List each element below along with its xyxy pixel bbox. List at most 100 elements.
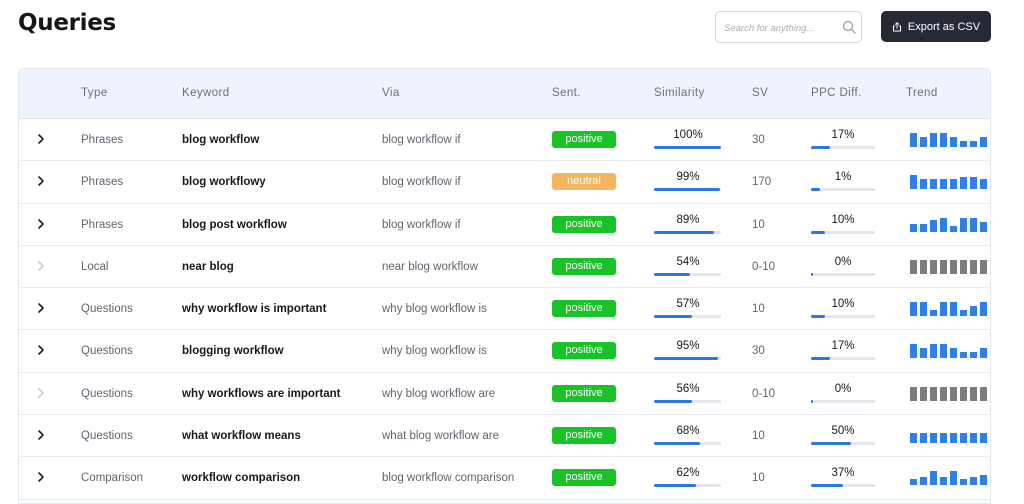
table-row[interactable]: Comparison workflow comparison blog workfl…: [19, 457, 990, 500]
expand-row-chevron-icon[interactable]: [35, 470, 47, 484]
expand-row-chevron-icon[interactable]: [35, 301, 47, 315]
ppc-diff-bar-fill: [811, 484, 843, 488]
trend-bar: [990, 224, 991, 232]
keyword-cell[interactable]: near blog: [182, 260, 234, 273]
trend-bar: [990, 433, 991, 443]
table-body: Phrases blog workflow blog workflow if posi…: [19, 119, 990, 500]
header-type[interactable]: Type: [81, 87, 108, 99]
header-sv[interactable]: SV: [752, 87, 769, 99]
similarity-value: 95%: [676, 340, 700, 353]
similarity-bar: [654, 484, 721, 488]
queries-table: Type Keyword Via Sent. Similarity SV PPC…: [18, 68, 991, 504]
similarity-bar-fill: [654, 146, 721, 149]
trend-bar: [990, 177, 991, 189]
search-volume-cell: 170: [752, 176, 772, 189]
ppc-diff-bar: [811, 357, 875, 361]
trend-bar: [930, 471, 937, 486]
keyword-cell[interactable]: blogging workflow: [182, 345, 284, 358]
trend-bar: [960, 479, 967, 486]
header-similarity[interactable]: Similarity: [654, 87, 705, 99]
keyword-cell[interactable]: blog workflowy: [182, 176, 266, 189]
sentiment-badge: positive: [552, 215, 616, 233]
header-keyword[interactable]: Keyword: [182, 87, 230, 99]
via-cell: blog workflow if: [382, 176, 461, 189]
trend-bar: [980, 221, 987, 232]
header-trend[interactable]: Trend: [906, 87, 938, 99]
search-volume-cell: 10: [752, 430, 765, 443]
export-csv-button[interactable]: Export as CSV: [881, 11, 991, 42]
table-row[interactable]: Phrases blog workflowy blog workflow if neu…: [19, 161, 991, 204]
search-volume-cell: 10: [752, 303, 765, 316]
via-cell: blog workflow comparison: [382, 472, 515, 485]
ppc-diff-value: 17%: [831, 340, 855, 353]
similarity-bar: [654, 272, 721, 276]
trend-bar: [910, 223, 917, 232]
trend-bar: [980, 475, 987, 486]
trend-bar: [910, 175, 917, 190]
page-title: Queries: [18, 10, 116, 36]
keyword-cell[interactable]: why workflow is important: [182, 303, 327, 316]
sentiment-badge: neutral: [552, 173, 616, 191]
trend-bar: [930, 344, 937, 359]
trend-bar: [970, 306, 977, 317]
ppc-diff-bar-fill: [811, 357, 830, 361]
trend-sparkline: [910, 330, 990, 359]
expand-row-chevron-icon[interactable]: [35, 217, 47, 231]
ppc-diff-bar: [811, 272, 875, 276]
keyword-cell[interactable]: what workflow means: [182, 430, 301, 443]
similarity-value: 62%: [676, 467, 700, 480]
similarity-bar: [654, 146, 721, 149]
ppc-diff-bar: [811, 230, 875, 234]
header-ppc-diff[interactable]: PPC Diff.: [811, 87, 862, 99]
ppc-diff-value: 0%: [834, 382, 852, 395]
sentiment-badge: positive: [552, 384, 616, 402]
trend-bar: [930, 310, 937, 317]
table-row[interactable]: Questions why workflows are important why …: [19, 373, 990, 416]
keyword-cell[interactable]: blog post workflow: [182, 218, 287, 231]
similarity-bar: [654, 399, 721, 403]
similarity-bar-fill: [654, 484, 696, 488]
type-cell: Questions: [81, 345, 133, 358]
similarity-value: 89%: [676, 213, 700, 226]
trend-bar: [920, 302, 927, 317]
header-via[interactable]: Via: [382, 87, 400, 99]
via-cell: blog workflow if: [382, 134, 461, 146]
trend-sparkline: [910, 246, 991, 274]
similarity-bar-fill: [654, 315, 692, 319]
similarity-value: 99%: [676, 171, 700, 184]
table-row[interactable]: Phrases blog post workflow blog workflow i…: [19, 204, 990, 246]
ppc-diff-value: 37%: [831, 467, 855, 480]
trend-bar: [980, 302, 987, 317]
expand-row-chevron-icon[interactable]: [35, 174, 47, 188]
search-input[interactable]: [724, 19, 842, 37]
ppc-diff-bar-fill: [811, 230, 825, 234]
table-row[interactable]: Questions why workflow is important why bl…: [19, 288, 990, 331]
ppc-diff-bar: [811, 399, 875, 403]
table-row[interactable]: Local near blog near blog workflow positive…: [19, 246, 991, 289]
trend-bar: [950, 259, 957, 274]
trend-bar: [960, 310, 967, 317]
table-row[interactable]: Questions what workflow means what blog wo…: [19, 415, 991, 458]
table-row[interactable]: Questions blogging workflow why blog workf…: [19, 330, 990, 373]
trend-bar: [980, 137, 987, 147]
trend-bar: [990, 260, 991, 274]
keyword-cell[interactable]: workflow comparison: [182, 472, 301, 485]
trend-bar: [940, 477, 947, 486]
trend-bar: [910, 433, 917, 444]
keyword-cell[interactable]: blog workflow: [182, 134, 260, 146]
via-cell: why blog workflow is: [382, 345, 487, 358]
trend-bar: [910, 133, 917, 147]
expand-row-chevron-icon[interactable]: [35, 132, 47, 146]
type-cell: Questions: [81, 303, 133, 316]
trend-bar: [940, 386, 947, 401]
search-icon[interactable]: [842, 20, 856, 34]
trend-bar: [930, 386, 937, 401]
export-csv-label: Export as CSV: [907, 20, 981, 33]
trend-bar: [920, 348, 927, 359]
header-sentiment[interactable]: Sent.: [552, 87, 581, 99]
table-row[interactable]: Phrases blog workflow blog workflow if posi…: [19, 119, 990, 162]
keyword-cell[interactable]: why workflows are important: [182, 387, 341, 400]
expand-row-chevron-icon[interactable]: [35, 428, 47, 442]
expand-row-chevron-icon[interactable]: [35, 343, 47, 357]
trend-bar: [940, 433, 947, 444]
